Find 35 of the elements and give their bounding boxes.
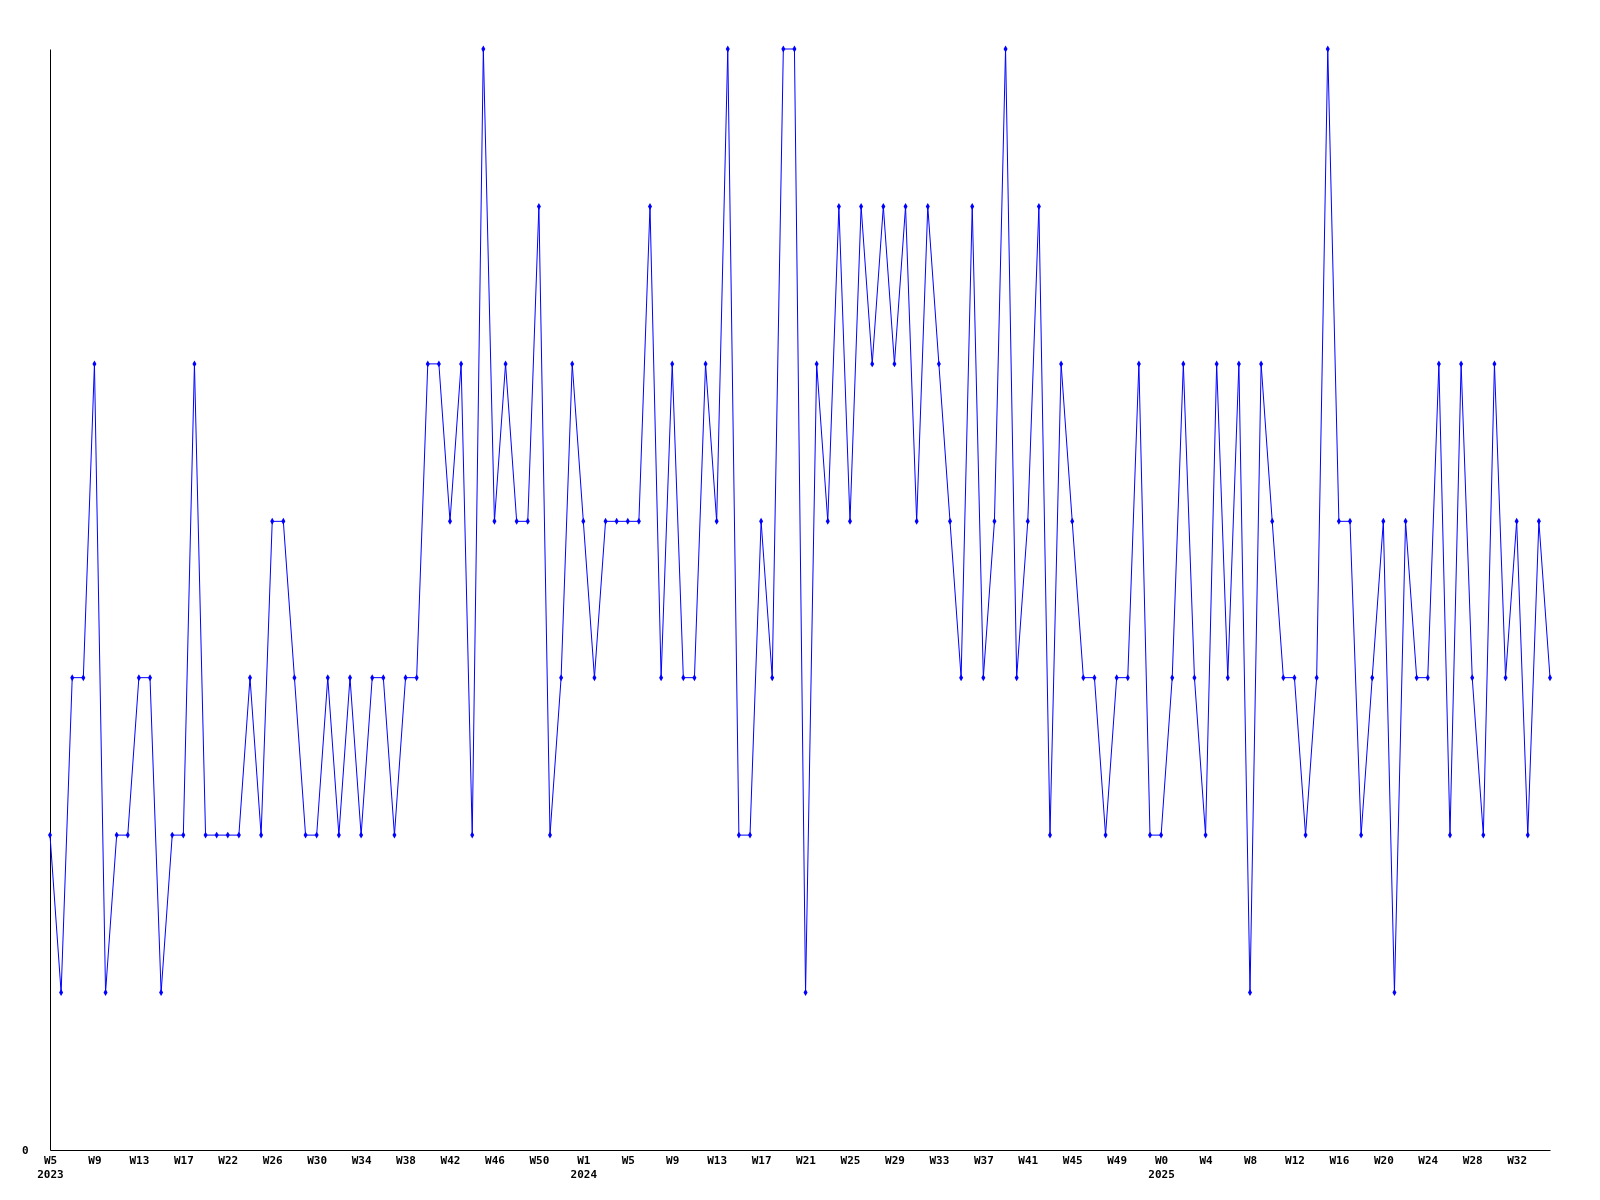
- x-tick-label: W4: [1199, 1154, 1214, 1167]
- x-tick-label: W41: [1018, 1154, 1039, 1167]
- x-tick-label: W32: [1507, 1154, 1528, 1167]
- x-tick-label: W17: [173, 1154, 194, 1167]
- text: 0: [22, 1144, 29, 1157]
- x-tick-label: W1 2024: [570, 1154, 598, 1181]
- x-tick-label: W29: [885, 1154, 905, 1167]
- x-tick-label: W9: [88, 1154, 102, 1167]
- x-tick-label: W21: [796, 1154, 817, 1167]
- x-tick-label: W22: [218, 1154, 239, 1167]
- x-tick-label: W12: [1285, 1154, 1305, 1167]
- x-tick-label: W8: [1243, 1154, 1258, 1167]
- x-tick-label: W37: [973, 1154, 994, 1167]
- x-tick-label: W25: [840, 1154, 861, 1167]
- x-tick-label: W24: [1418, 1154, 1439, 1167]
- x-tick-label: W26: [262, 1154, 284, 1167]
- x-tick-label: W28: [1462, 1154, 1483, 1167]
- x-tick-label: W50: [529, 1154, 550, 1167]
- x-tick-label: W38: [396, 1154, 416, 1167]
- x-tick-label: W42: [440, 1154, 461, 1167]
- x-tick-label: W33: [929, 1154, 950, 1167]
- x-tick-label: W17: [751, 1154, 772, 1167]
- x-tick-label: W9: [666, 1154, 680, 1167]
- x-tick-label: W0 2025: [1148, 1154, 1175, 1181]
- x-tick-label: W34: [351, 1154, 372, 1167]
- x-tick-label: W13: [129, 1154, 150, 1167]
- x-tick-label: W30: [307, 1154, 328, 1167]
- x-tick-label: W13: [707, 1154, 728, 1167]
- x-tick-label: W5: [621, 1154, 635, 1167]
- x-tick-label: W20: [1373, 1154, 1394, 1167]
- x-tick-label: W16: [1329, 1154, 1350, 1167]
- x-tick-label: W5 2023: [37, 1154, 64, 1181]
- x-tick-label: W49: [1107, 1154, 1128, 1167]
- x-tick-label: W46: [485, 1154, 506, 1167]
- x-tick-label: W45: [1062, 1154, 1083, 1167]
